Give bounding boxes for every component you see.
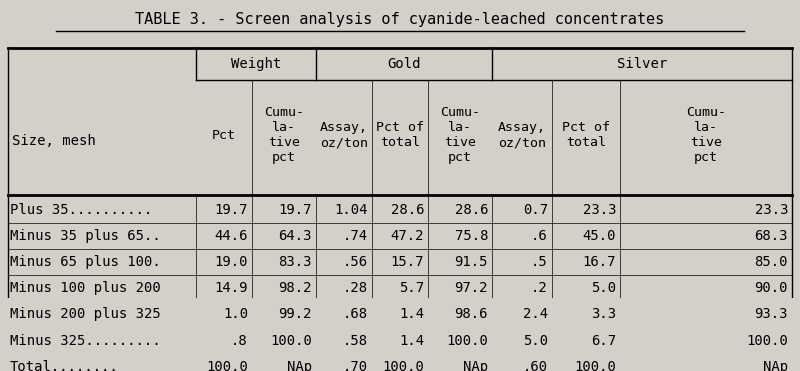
Text: .28: .28 bbox=[343, 281, 368, 295]
Text: 5.0: 5.0 bbox=[523, 334, 548, 348]
Text: 1.4: 1.4 bbox=[399, 334, 424, 348]
Text: Minus 100 plus 200: Minus 100 plus 200 bbox=[10, 281, 160, 295]
Text: 98.2: 98.2 bbox=[278, 281, 312, 295]
Text: Gold: Gold bbox=[387, 57, 421, 71]
Text: Total........: Total........ bbox=[10, 360, 118, 371]
Text: Minus 200 plus 325: Minus 200 plus 325 bbox=[10, 308, 160, 321]
Text: 6.7: 6.7 bbox=[591, 334, 616, 348]
Text: NAp: NAp bbox=[287, 360, 312, 371]
Text: 100.0: 100.0 bbox=[746, 334, 788, 348]
Text: .5: .5 bbox=[531, 255, 548, 269]
Text: 0.7: 0.7 bbox=[523, 203, 548, 217]
Text: 28.6: 28.6 bbox=[390, 203, 424, 217]
Text: NAp: NAp bbox=[763, 360, 788, 371]
Text: .2: .2 bbox=[531, 281, 548, 295]
Text: 5.0: 5.0 bbox=[591, 281, 616, 295]
Text: Silver: Silver bbox=[617, 57, 667, 71]
Text: Size, mesh: Size, mesh bbox=[12, 134, 96, 148]
Text: 45.0: 45.0 bbox=[582, 229, 616, 243]
Text: .60: .60 bbox=[523, 360, 548, 371]
Text: Pct: Pct bbox=[212, 129, 236, 142]
Text: 93.3: 93.3 bbox=[754, 308, 788, 321]
Text: 68.3: 68.3 bbox=[754, 229, 788, 243]
Text: Weight: Weight bbox=[231, 57, 281, 71]
Text: 28.6: 28.6 bbox=[454, 203, 488, 217]
Text: 14.9: 14.9 bbox=[214, 281, 248, 295]
Text: 1.04: 1.04 bbox=[334, 203, 368, 217]
Text: 99.2: 99.2 bbox=[278, 308, 312, 321]
Text: 100.0: 100.0 bbox=[382, 360, 424, 371]
Text: Assay,
oz/ton: Assay, oz/ton bbox=[498, 121, 546, 150]
Text: .56: .56 bbox=[343, 255, 368, 269]
Text: 91.5: 91.5 bbox=[454, 255, 488, 269]
Text: 90.0: 90.0 bbox=[754, 281, 788, 295]
Text: 100.0: 100.0 bbox=[574, 360, 616, 371]
Text: .74: .74 bbox=[343, 229, 368, 243]
Text: 23.3: 23.3 bbox=[754, 203, 788, 217]
Text: .70: .70 bbox=[343, 360, 368, 371]
Text: 16.7: 16.7 bbox=[582, 255, 616, 269]
Text: 19.0: 19.0 bbox=[214, 255, 248, 269]
Text: Minus 325.........: Minus 325......... bbox=[10, 334, 160, 348]
Text: Plus 35..........: Plus 35.......... bbox=[10, 203, 152, 217]
Text: 97.2: 97.2 bbox=[454, 281, 488, 295]
Text: 100.0: 100.0 bbox=[206, 360, 248, 371]
Text: 2.4: 2.4 bbox=[523, 308, 548, 321]
Text: Minus 65 plus 100.: Minus 65 plus 100. bbox=[10, 255, 160, 269]
Text: 1.0: 1.0 bbox=[223, 308, 248, 321]
Text: 19.7: 19.7 bbox=[214, 203, 248, 217]
Text: 83.3: 83.3 bbox=[278, 255, 312, 269]
Text: .58: .58 bbox=[343, 334, 368, 348]
Text: Cumu-
la-
tive
pct: Cumu- la- tive pct bbox=[440, 106, 480, 164]
Text: 15.7: 15.7 bbox=[390, 255, 424, 269]
Text: 5.7: 5.7 bbox=[399, 281, 424, 295]
Text: .8: .8 bbox=[231, 334, 248, 348]
Text: NAp: NAp bbox=[463, 360, 488, 371]
Text: 3.3: 3.3 bbox=[591, 308, 616, 321]
Text: Assay,
oz/ton: Assay, oz/ton bbox=[320, 121, 368, 150]
Text: Cumu-
la-
tive
pct: Cumu- la- tive pct bbox=[686, 106, 726, 164]
Text: 98.6: 98.6 bbox=[454, 308, 488, 321]
Text: 100.0: 100.0 bbox=[446, 334, 488, 348]
Text: Minus 35 plus 65..: Minus 35 plus 65.. bbox=[10, 229, 160, 243]
Text: Pct of
total: Pct of total bbox=[562, 121, 610, 150]
Text: 1.4: 1.4 bbox=[399, 308, 424, 321]
Text: TABLE 3. - Screen analysis of cyanide-leached concentrates: TABLE 3. - Screen analysis of cyanide-le… bbox=[135, 12, 665, 27]
Text: .68: .68 bbox=[343, 308, 368, 321]
Text: 23.3: 23.3 bbox=[582, 203, 616, 217]
Text: 64.3: 64.3 bbox=[278, 229, 312, 243]
Text: 75.8: 75.8 bbox=[454, 229, 488, 243]
Text: Cumu-
la-
tive
pct: Cumu- la- tive pct bbox=[264, 106, 304, 164]
Text: .6: .6 bbox=[531, 229, 548, 243]
Text: Pct of
total: Pct of total bbox=[376, 121, 424, 150]
Text: 47.2: 47.2 bbox=[390, 229, 424, 243]
Text: 19.7: 19.7 bbox=[278, 203, 312, 217]
Text: 44.6: 44.6 bbox=[214, 229, 248, 243]
Text: 85.0: 85.0 bbox=[754, 255, 788, 269]
Text: 100.0: 100.0 bbox=[270, 334, 312, 348]
